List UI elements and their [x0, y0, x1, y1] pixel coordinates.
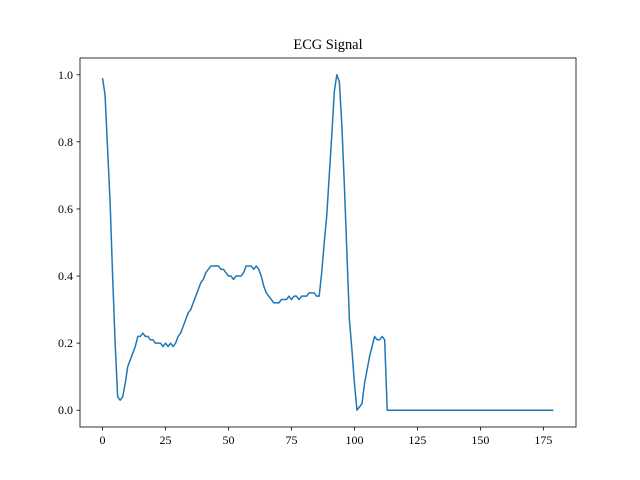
- x-tick-label: 125: [408, 433, 426, 447]
- x-tick-label: 50: [222, 433, 234, 447]
- y-tick-label: 0.4: [58, 269, 73, 283]
- x-tick-label: 175: [534, 433, 552, 447]
- x-tick-label: 100: [345, 433, 363, 447]
- plot-frame: [79, 57, 577, 428]
- y-tick-label: 0.2: [58, 336, 73, 350]
- y-tick-label: 0.6: [58, 202, 73, 216]
- y-tick-label: 1.0: [58, 68, 73, 82]
- y-tick-label: 0.0: [58, 403, 73, 417]
- data-line: [101, 74, 554, 411]
- x-tick-label: 25: [160, 433, 172, 447]
- chart-title: ECG Signal: [293, 37, 362, 53]
- x-tick-label: 150: [471, 433, 489, 447]
- x-tick-label: 0: [100, 433, 106, 447]
- y-tick-label: 0.8: [58, 135, 73, 149]
- x-tick-label: 75: [285, 433, 297, 447]
